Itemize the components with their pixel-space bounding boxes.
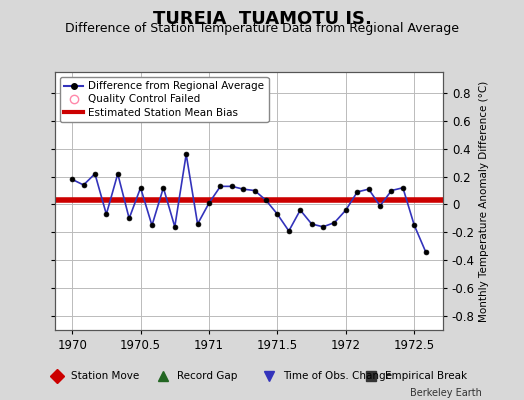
Text: Berkeley Earth: Berkeley Earth xyxy=(410,388,482,398)
Text: Empirical Break: Empirical Break xyxy=(385,371,467,381)
Text: Record Gap: Record Gap xyxy=(177,371,237,381)
Text: Station Move: Station Move xyxy=(71,371,139,381)
Text: Time of Obs. Change: Time of Obs. Change xyxy=(283,371,392,381)
Y-axis label: Monthly Temperature Anomaly Difference (°C): Monthly Temperature Anomaly Difference (… xyxy=(479,80,489,322)
Text: TUREIA  TUAMOTU IS.: TUREIA TUAMOTU IS. xyxy=(152,10,372,28)
Text: Difference of Station Temperature Data from Regional Average: Difference of Station Temperature Data f… xyxy=(65,22,459,35)
Legend: Difference from Regional Average, Quality Control Failed, Estimated Station Mean: Difference from Regional Average, Qualit… xyxy=(60,77,268,122)
